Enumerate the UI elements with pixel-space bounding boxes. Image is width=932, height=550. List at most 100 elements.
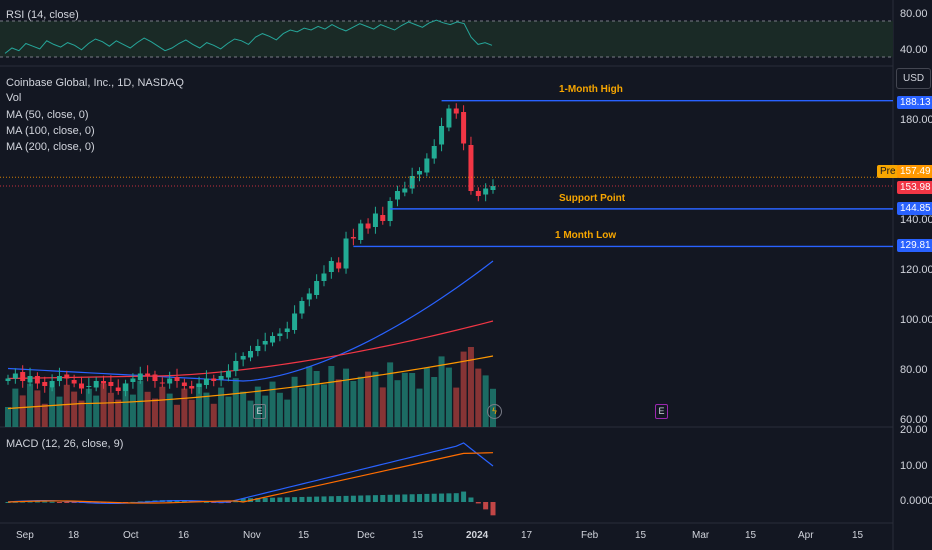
volume-bar [196,383,203,427]
signal-line [7,452,494,504]
x-axis-label: Sep [16,530,34,541]
candle-body [78,383,84,389]
candle-body [402,188,408,193]
earnings-event-icon[interactable]: E [253,404,266,419]
macd-histogram-bar [380,494,386,502]
candle-body [211,378,217,381]
currency-button[interactable]: USD [896,68,932,89]
volume-bar [49,387,56,427]
candle-body [439,126,445,145]
macd-histogram-bar [350,495,356,502]
macd-histogram-bar [314,496,320,502]
macd-histogram-bar [56,502,62,503]
candle-body [343,238,349,269]
volume-bar [409,373,416,427]
candle-body [417,171,423,175]
candle-body [372,213,378,227]
last-price-tag: 153.98 [897,181,932,194]
candle-body [350,237,356,239]
macd-histogram-bar [372,495,378,502]
candle-body [336,262,342,269]
candle-body [225,371,231,378]
volume-bar [394,380,401,427]
volume-bar [159,386,166,427]
macd-histogram-bar [431,493,437,502]
volume-bar [93,395,100,427]
candle-body [49,381,55,388]
macd-histogram-bar [270,497,276,502]
macd-histogram-bar [358,495,364,502]
candle-body [203,378,209,385]
macd-histogram-bar [292,497,298,502]
volume-bar [306,366,313,427]
candle-body [292,313,298,330]
x-axis-label: 17 [521,530,533,541]
volume-bar [320,384,327,427]
ma50-line [7,260,494,382]
candle-body [174,377,180,381]
candle-body [299,301,305,314]
macd-histogram-bar [299,496,305,502]
candle-body [218,376,224,380]
candle-body [284,328,290,332]
macd-line [7,442,494,505]
price-tick: 80.00 [900,364,928,376]
volume-bar [129,394,136,427]
x-axis-label: 15 [298,530,310,541]
rsi-tick: 80.00 [900,8,928,20]
candle-body [468,145,474,191]
volume-bar [254,386,261,427]
candle-body [71,380,77,384]
candle-body [314,281,320,295]
candle-body [321,273,327,281]
macd-histogram-bar [483,502,489,510]
candle-body [137,373,143,380]
volume-bar [453,387,460,427]
candle-body [86,386,92,387]
volume-bar [115,399,122,427]
candle-body [387,201,393,221]
volume-bar [218,387,225,427]
candle-body [409,176,415,189]
volume-bar [174,404,181,427]
macd-histogram-bar [211,502,217,503]
one-month-low-annotation: 1 Month Low [555,230,617,241]
earnings-event-icon[interactable]: E [655,404,668,419]
x-axis-label: 15 [852,530,864,541]
x-axis-label: 2024 [466,530,489,541]
high-price-tag: 188.13 [897,96,932,109]
macd-histogram-bar [27,501,33,503]
lightning-icon[interactable]: ϟ [487,404,502,419]
macd-histogram-bar [461,491,467,502]
volume-bar [188,399,195,427]
macd-histogram-bar [336,496,342,502]
volume-bar [379,387,386,427]
macd-title: MACD (12, 26, close, 9) [6,438,124,450]
macd-histogram-bar [328,496,334,502]
volume-bar [63,384,70,427]
macd-histogram-bar [446,493,452,502]
volume-bar [269,381,276,427]
macd-tick: 0.0000 [900,495,932,507]
candle-body [475,191,481,196]
candle-body [130,378,136,382]
volume-bar [284,399,291,427]
one-month-high-annotation: 1-Month High [559,84,623,95]
candle-body [93,381,99,388]
rsi-line [4,19,493,54]
volume-bar [423,368,430,427]
price-tick: 140.00 [900,214,932,226]
x-axis-label: Mar [692,530,710,541]
volume-bar [291,376,298,427]
candle-body [159,382,165,384]
candle-body [490,186,496,190]
macd-histogram-bar [394,494,400,502]
volume-bar [5,407,11,427]
price-tick: 120.00 [900,264,932,276]
volume-bar [203,392,210,427]
volume-bar [166,393,173,427]
candle-body [115,387,121,391]
volume-bar [107,392,114,427]
volume-bar [387,362,394,427]
